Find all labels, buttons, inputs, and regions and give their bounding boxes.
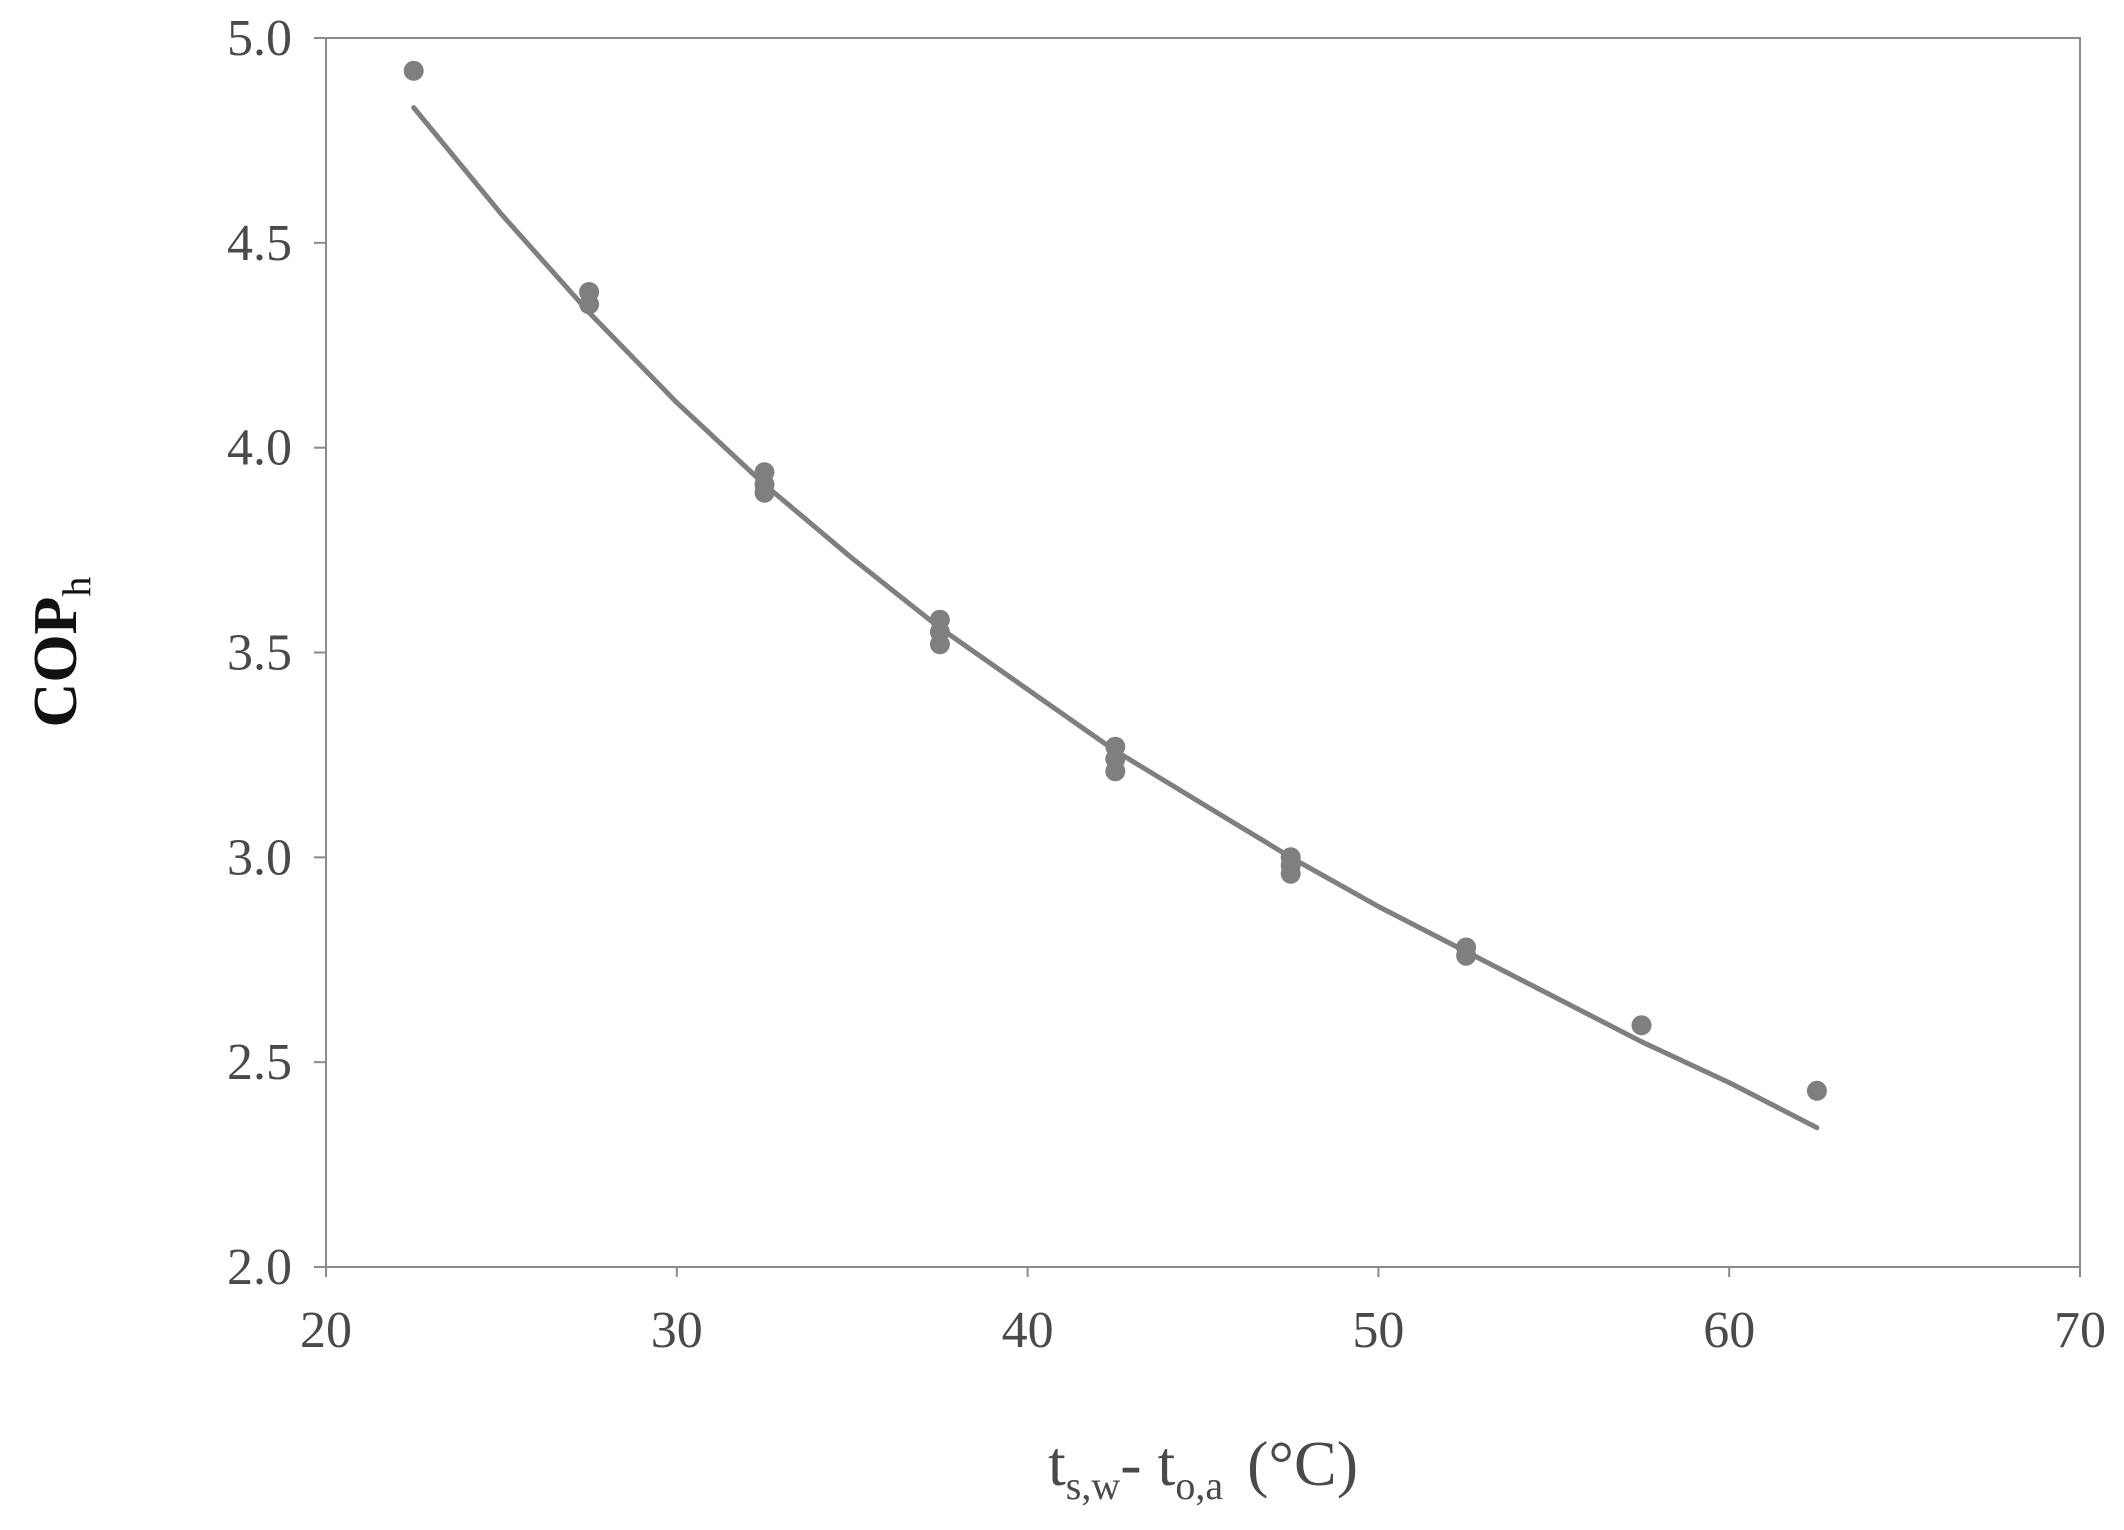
- data-point: [1631, 1015, 1652, 1036]
- y-axis-ticks: 2.0 2.5 3.0 3.5 4.0 4.5 5.0: [227, 10, 326, 1296]
- data-point: [1806, 1080, 1827, 1101]
- data-point: [929, 634, 950, 655]
- data-point: [579, 294, 600, 315]
- x-tick-label: 30: [651, 1302, 703, 1359]
- x-axis-title-dash: - t: [1120, 1428, 1175, 1499]
- x-axis-title-sub2: o,a: [1175, 1463, 1223, 1508]
- x-axis-title-sub1: s,w: [1066, 1463, 1121, 1508]
- x-tick-label: 60: [1703, 1302, 1755, 1359]
- x-axis-title-main: t: [1048, 1428, 1066, 1499]
- y-axis-title-main: COP: [22, 597, 90, 728]
- data-point: [1105, 761, 1126, 782]
- data-point: [754, 482, 775, 503]
- y-axis-title-sub: h: [54, 577, 99, 597]
- y-tick-label: 4.5: [227, 215, 292, 272]
- x-tick-label: 40: [1002, 1302, 1054, 1359]
- y-axis-title: COPh: [22, 577, 99, 728]
- fit-curve-group: [411, 105, 1820, 1131]
- x-tick-label: 20: [300, 1302, 352, 1359]
- x-axis-ticks: 20 30 40 50 60 70: [300, 1267, 2106, 1359]
- data-point: [1280, 863, 1301, 884]
- y-tick-label: 2.0: [227, 1239, 292, 1296]
- x-axis-title-unit: (°C): [1247, 1428, 1358, 1499]
- x-tick-label: 50: [1352, 1302, 1404, 1359]
- y-tick-label: 2.5: [227, 1034, 292, 1091]
- data-point: [1456, 945, 1477, 966]
- y-tick-label: 5.0: [227, 10, 292, 67]
- y-tick-label: 4.0: [227, 420, 292, 477]
- y-tick-label: 3.0: [227, 829, 292, 886]
- fit-curve: [411, 105, 1820, 1131]
- x-tick-label: 70: [2054, 1302, 2106, 1359]
- x-axis-title: ts,w- to,a (°C): [1048, 1428, 1358, 1508]
- data-point: [403, 60, 424, 81]
- y-tick-label: 3.5: [227, 625, 292, 682]
- data-points-group: [403, 60, 1827, 1101]
